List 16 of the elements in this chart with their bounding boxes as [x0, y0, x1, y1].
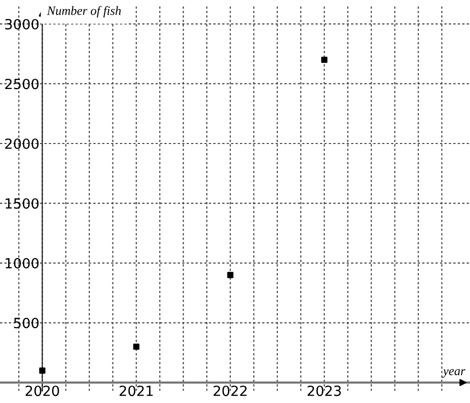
y-tick-label: 2000: [5, 138, 39, 149]
y-tick-label: 500: [14, 318, 39, 328]
y-tick-label: 2500: [5, 78, 39, 90]
x-tick-label: 2022: [214, 386, 247, 396]
point: [321, 56, 328, 63]
point: [133, 344, 140, 350]
y-tick-label: 1000: [6, 258, 39, 268]
x-axis-title: year: [442, 369, 466, 378]
x-tick-label: 2023: [308, 386, 341, 396]
point: [39, 367, 46, 374]
y-tick-label: 1500: [6, 198, 39, 209]
y-tick-label: 3000: [5, 18, 39, 30]
x-tick-label: 2021: [120, 386, 153, 396]
x-tick-label: 2020: [26, 386, 60, 396]
y-axis-title: Number of fish: [46, 6, 121, 18]
point: [227, 272, 234, 278]
